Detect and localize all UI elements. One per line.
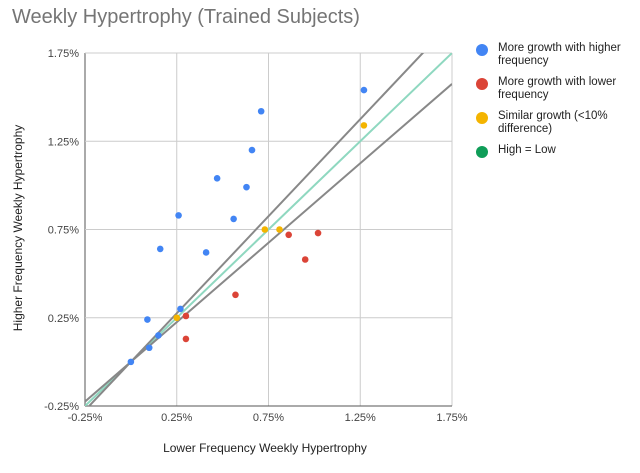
data-point-series-0 bbox=[202, 249, 210, 256]
data-point-series-0 bbox=[177, 305, 184, 313]
data-point-series-1 bbox=[182, 335, 190, 343]
data-point-series-2 bbox=[360, 122, 368, 129]
legend-item-lower: More growth with lower frequency bbox=[476, 76, 636, 102]
legend-item-similar: Similar growth (<10% difference) bbox=[476, 110, 636, 136]
data-point-series-1 bbox=[232, 291, 239, 299]
legend: More growth with higher frequency More g… bbox=[476, 42, 636, 166]
data-point-series-0 bbox=[230, 215, 237, 223]
legend-label-similar: Similar growth (<10% difference) bbox=[498, 110, 608, 135]
data-point-series-0 bbox=[257, 107, 265, 115]
y-tick-label: 0.75% bbox=[48, 225, 79, 237]
points-layer bbox=[127, 86, 368, 366]
data-point-series-0 bbox=[360, 86, 368, 94]
y-tick-label: 0.25% bbox=[48, 313, 79, 325]
x-tick-label: 1.25% bbox=[345, 412, 376, 424]
data-point-series-1 bbox=[314, 229, 322, 237]
tick-labels-layer: -0.25% 0.25% 0.75% 1.25% 1.75% 1.75% 1.25% 0.75… bbox=[44, 48, 468, 424]
data-point-series-0 bbox=[175, 212, 182, 219]
data-point-series-2 bbox=[276, 226, 283, 233]
data-point-series-2 bbox=[173, 314, 181, 322]
chart-title: Weekly Hypertrophy (Trained Subjects) bbox=[12, 6, 360, 28]
data-point-series-0 bbox=[243, 183, 250, 191]
data-point-series-0 bbox=[213, 175, 221, 182]
y-tick-label: 1.25% bbox=[48, 136, 79, 148]
data-point-series-0 bbox=[127, 358, 135, 366]
y-tick-label: -0.25% bbox=[44, 401, 79, 413]
data-point-series-2 bbox=[261, 226, 269, 233]
x-axis-title: Lower Frequency Weekly Hypertrophy bbox=[163, 441, 367, 455]
data-point-series-1 bbox=[285, 231, 292, 239]
x-tick-label: 0.75% bbox=[253, 412, 284, 424]
legend-swatch-equal bbox=[476, 146, 488, 158]
legend-label-equal: High = Low bbox=[498, 144, 556, 156]
x-tick-label: 0.25% bbox=[161, 412, 192, 424]
x-tick-label: 1.75% bbox=[436, 412, 467, 424]
y-tick-label: 1.75% bbox=[48, 48, 79, 60]
data-point-series-0 bbox=[248, 146, 256, 154]
data-point-series-0 bbox=[144, 316, 151, 323]
data-point-series-1 bbox=[182, 312, 190, 320]
legend-item-higher: More growth with higher frequency bbox=[476, 42, 636, 68]
x-tick-label: -0.25% bbox=[68, 412, 103, 424]
legend-label-higher: More growth with higher frequency bbox=[498, 42, 621, 67]
reference-line bbox=[87, 53, 425, 406]
data-point-series-1 bbox=[301, 256, 309, 263]
legend-swatch-higher bbox=[476, 44, 488, 56]
legend-swatch-lower bbox=[476, 78, 488, 90]
data-point-series-0 bbox=[155, 332, 162, 339]
legend-swatch-similar bbox=[476, 112, 488, 124]
data-point-series-0 bbox=[156, 245, 164, 253]
legend-label-lower: More growth with lower frequency bbox=[498, 76, 617, 101]
legend-item-equal: High = Low bbox=[476, 144, 636, 158]
y-axis-title: Higher Frequency Weekly Hypertrophy bbox=[11, 125, 25, 332]
data-point-series-0 bbox=[145, 344, 153, 352]
